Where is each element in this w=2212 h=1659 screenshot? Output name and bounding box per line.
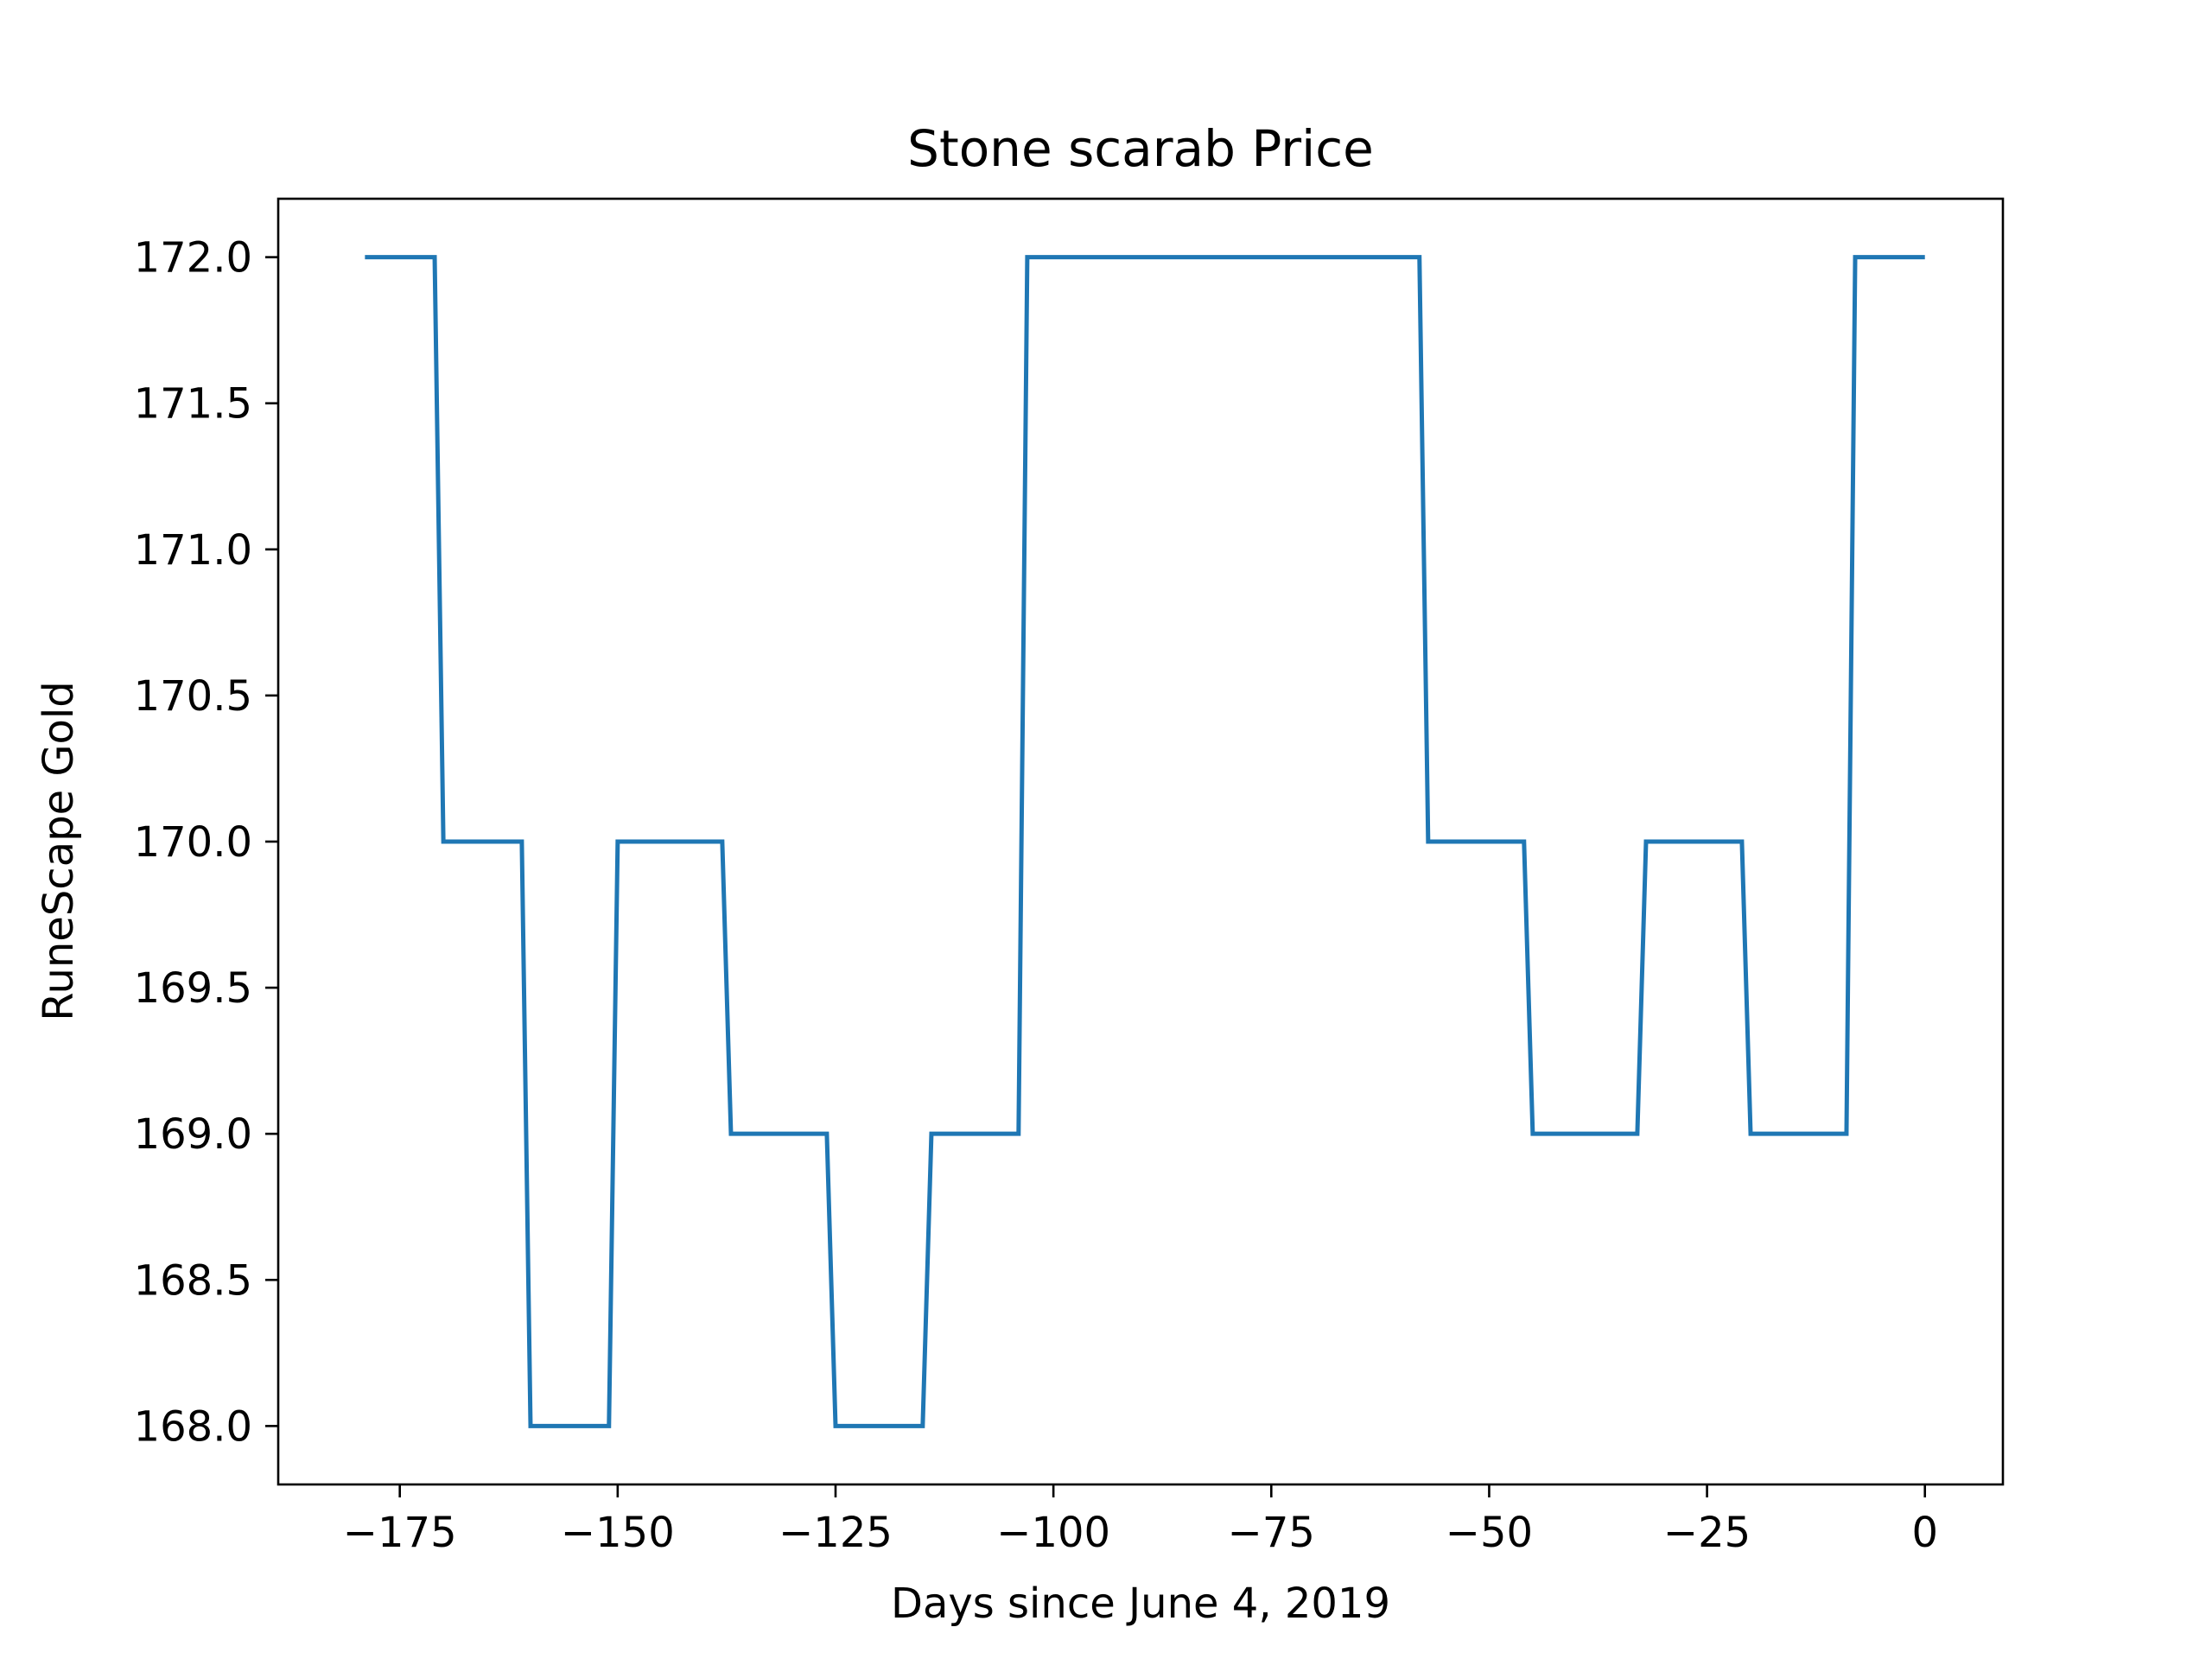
- x-tick-label: −150: [561, 1509, 675, 1557]
- y-tick-label: 168.0: [134, 1402, 252, 1451]
- y-tick-label: 171.0: [134, 526, 252, 575]
- x-tick-label: −125: [779, 1509, 893, 1557]
- series-line-0: [365, 255, 1925, 1428]
- y-tick-label: 171.5: [134, 380, 252, 429]
- x-tick-label: 0: [1911, 1509, 1938, 1557]
- y-tick-label: 170.0: [134, 818, 252, 867]
- y-tick-label: 169.5: [134, 964, 252, 1013]
- y-tick-label: 170.5: [134, 672, 252, 721]
- x-tick-label: −175: [343, 1509, 457, 1557]
- x-tick-label: −75: [1228, 1509, 1315, 1557]
- plot-area: −175 −150 −125 −100 −75 −50 −25 0 168.0 168.5 169.…: [134, 197, 2005, 1557]
- y-tick-label: 169.0: [134, 1110, 252, 1159]
- y-axis-label: RuneScape Gold: [35, 681, 83, 1020]
- x-axis-label: Days since June 4, 2019: [891, 1580, 1390, 1628]
- x-tick-label: −50: [1446, 1509, 1533, 1557]
- chart-title: Stone scarab Price: [907, 119, 1374, 178]
- x-tick-label: −25: [1663, 1509, 1751, 1557]
- y-tick-label: 168.5: [134, 1256, 252, 1305]
- x-tick-label: −100: [996, 1509, 1110, 1557]
- y-tick-label: 172.0: [134, 234, 252, 283]
